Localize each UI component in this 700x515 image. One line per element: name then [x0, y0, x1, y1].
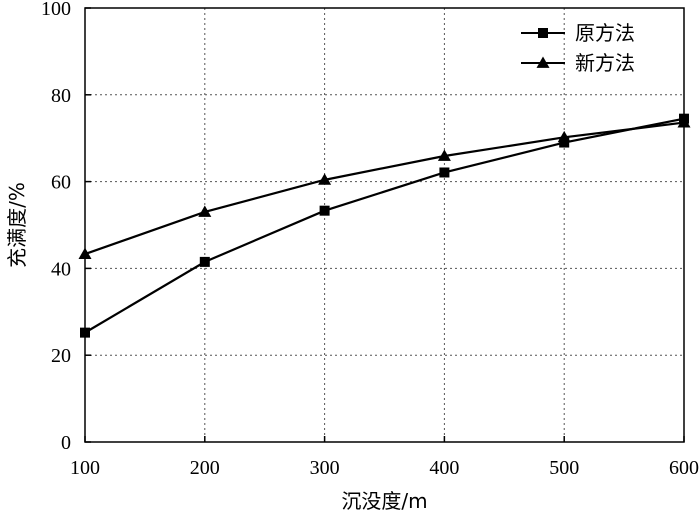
y-tick-label: 40 — [51, 258, 71, 280]
x-tick-label: 200 — [190, 457, 220, 479]
y-tick-label: 60 — [51, 172, 71, 194]
data-point-marker — [199, 256, 210, 267]
x-tick-label: 600 — [669, 457, 699, 479]
legend-label: 原方法 — [575, 21, 635, 45]
x-tick-label: 500 — [549, 457, 579, 479]
x-tick-label: 100 — [70, 457, 100, 479]
data-point-marker — [318, 173, 332, 185]
y-tick-label: 20 — [51, 345, 71, 367]
y-tick-label: 100 — [41, 0, 71, 20]
plot-area-frame — [84, 7, 685, 443]
series-layer — [78, 113, 691, 338]
x-tick-label: 300 — [310, 457, 340, 479]
series-line — [84, 121, 685, 256]
data-point-marker — [439, 167, 450, 178]
y-tick-label: 80 — [51, 85, 71, 107]
x-tick-label: 400 — [429, 457, 459, 479]
legend-marker — [536, 56, 550, 68]
series-new-method — [78, 116, 691, 259]
y-tick-label: 0 — [61, 432, 71, 454]
series-original-method — [80, 113, 689, 338]
data-point-marker — [319, 205, 330, 216]
series-line — [84, 117, 685, 334]
grid-lines — [85, 8, 684, 442]
legend-label: 新方法 — [575, 51, 635, 75]
data-point-marker — [437, 149, 451, 161]
data-point-marker — [559, 137, 570, 148]
data-point-marker — [557, 130, 571, 143]
x-axis-title: 沉没度/m — [341, 489, 427, 513]
axis-ticks: 100 200 300 400 500 600 0 20 40 60 80 100 — [41, 0, 699, 479]
y-axis-title: 充满度/% — [5, 182, 29, 268]
data-point-marker — [198, 205, 212, 217]
legend-marker — [538, 28, 548, 38]
